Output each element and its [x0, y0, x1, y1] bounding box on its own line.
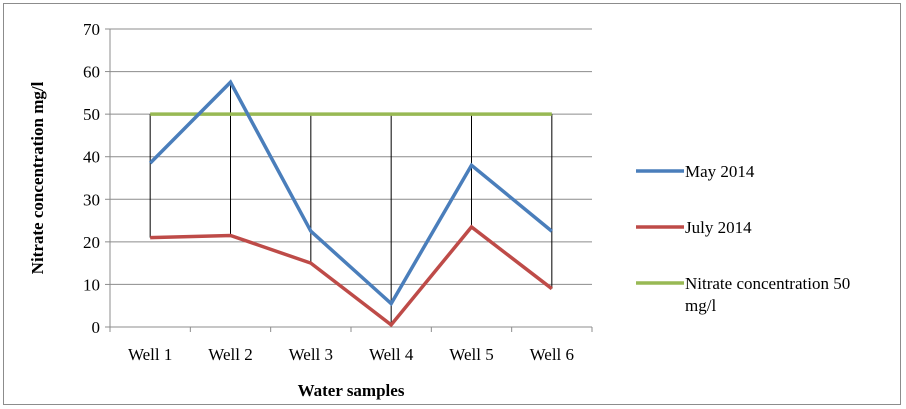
- series-line-0: [148, 79, 553, 307]
- y-tick-label: 10: [83, 275, 100, 294]
- legend-label: May 2014: [685, 162, 755, 181]
- series-lines: [148, 79, 553, 328]
- y-tick-label: 60: [83, 63, 100, 82]
- x-axis-title: Water samples: [298, 381, 405, 400]
- x-tick-label: Well 6: [530, 345, 574, 364]
- legend-label: July 2014: [685, 218, 752, 237]
- y-axis-ticks: 0 10 20 30 40 50 60 70: [83, 20, 110, 337]
- gridlines: [110, 28, 592, 285]
- x-tick-label: Well 1: [128, 345, 172, 364]
- y-tick-label: 0: [92, 318, 101, 337]
- y-tick-label: 20: [83, 233, 100, 252]
- y-tick-label: 40: [83, 148, 100, 167]
- legend-label: mg/l: [685, 296, 716, 315]
- drop-lines: [149, 82, 553, 325]
- y-axis-title: Nitrate concentration mg/l: [28, 81, 47, 274]
- x-tick-label: Well 3: [289, 345, 333, 364]
- x-tick-label: Well 5: [449, 345, 493, 364]
- y-tick-label: 50: [83, 105, 100, 124]
- series-line-1: [150, 224, 553, 328]
- x-tick-label: Well 2: [208, 345, 252, 364]
- legend: May 2014 July 2014 Nitrate concentration 5…: [636, 162, 850, 315]
- y-tick-label: 70: [83, 20, 100, 39]
- y-tick-label: 30: [83, 190, 100, 209]
- legend-label: Nitrate concentration 50: [685, 274, 850, 293]
- chart-frame: [3, 3, 901, 405]
- x-tick-label: Well 4: [369, 345, 414, 364]
- x-axis-ticks: Well 1 Well 2 Well 3 Well 4 Well 5 Well 6: [109, 327, 593, 364]
